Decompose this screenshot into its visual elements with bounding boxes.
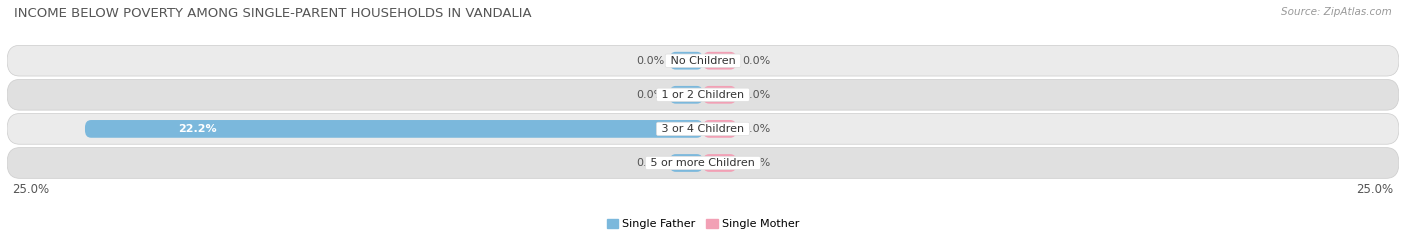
Text: 0.0%: 0.0% — [636, 56, 664, 66]
Text: 0.0%: 0.0% — [636, 90, 664, 100]
FancyBboxPatch shape — [669, 52, 703, 70]
Text: 0.0%: 0.0% — [636, 158, 664, 168]
Text: 25.0%: 25.0% — [13, 183, 49, 196]
Text: No Children: No Children — [666, 56, 740, 66]
FancyBboxPatch shape — [703, 52, 737, 70]
FancyBboxPatch shape — [703, 120, 737, 138]
FancyBboxPatch shape — [669, 154, 703, 172]
Legend: Single Father, Single Mother: Single Father, Single Mother — [606, 219, 800, 229]
FancyBboxPatch shape — [7, 148, 1399, 178]
Text: 0.0%: 0.0% — [742, 56, 770, 66]
Text: INCOME BELOW POVERTY AMONG SINGLE-PARENT HOUSEHOLDS IN VANDALIA: INCOME BELOW POVERTY AMONG SINGLE-PARENT… — [14, 7, 531, 20]
FancyBboxPatch shape — [7, 79, 1399, 110]
FancyBboxPatch shape — [84, 120, 703, 138]
FancyBboxPatch shape — [703, 86, 737, 104]
FancyBboxPatch shape — [669, 86, 703, 104]
FancyBboxPatch shape — [7, 113, 1399, 144]
Text: 25.0%: 25.0% — [1357, 183, 1393, 196]
Text: 0.0%: 0.0% — [742, 124, 770, 134]
Text: 5 or more Children: 5 or more Children — [647, 158, 759, 168]
Text: Source: ZipAtlas.com: Source: ZipAtlas.com — [1281, 7, 1392, 17]
FancyBboxPatch shape — [703, 154, 737, 172]
Text: 1 or 2 Children: 1 or 2 Children — [658, 90, 748, 100]
Text: 0.0%: 0.0% — [742, 158, 770, 168]
Text: 0.0%: 0.0% — [742, 90, 770, 100]
Text: 22.2%: 22.2% — [177, 124, 217, 134]
FancyBboxPatch shape — [7, 45, 1399, 76]
Text: 3 or 4 Children: 3 or 4 Children — [658, 124, 748, 134]
